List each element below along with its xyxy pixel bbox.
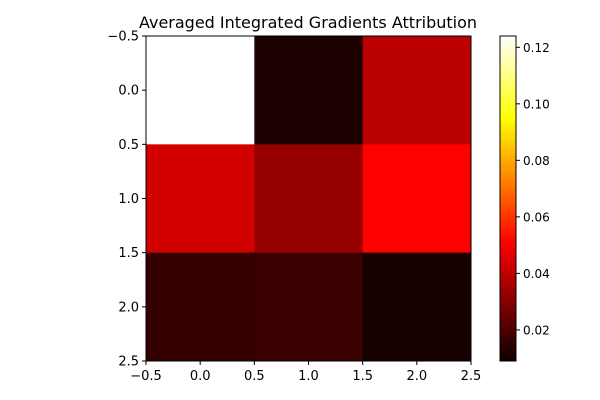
heatmap-cell	[146, 36, 255, 145]
y-axis: −0.5 0.0 0.5 1.0 1.5 2.0 2.5	[107, 30, 146, 370]
x-tick-label: 2.5	[461, 369, 482, 384]
heatmap-cell	[146, 144, 255, 254]
heatmap-cell	[254, 144, 364, 254]
colorbar-tick-label: 0.12	[523, 41, 550, 55]
heatmap-cell	[362, 144, 472, 254]
heatmap-cell	[362, 252, 472, 362]
chart-title: Averaged Integrated Gradients Attributio…	[139, 13, 477, 32]
colorbar-tick-label: 0.04	[523, 267, 550, 281]
colorbar-tick-label: 0.02	[523, 323, 550, 337]
y-tick-label: 2.5	[118, 355, 139, 370]
x-tick-label: 2.0	[406, 369, 427, 384]
y-tick-label: −0.5	[107, 30, 139, 45]
colorbar-tick-label: 0.10	[523, 97, 550, 111]
y-tick-label: 1.0	[118, 192, 139, 207]
colorbar	[499, 35, 517, 362]
heatmap-cell	[254, 252, 364, 362]
y-tick-label: 2.0	[118, 300, 139, 315]
colorbar-tick-label: 0.08	[523, 154, 550, 168]
y-tick-label: 0.5	[118, 138, 139, 153]
x-tick-label: 1.0	[298, 369, 319, 384]
heatmap-cell	[254, 36, 364, 145]
colorbar-tick-label: 0.06	[523, 210, 550, 224]
x-tick-label: 1.5	[352, 369, 373, 384]
x-tick-label: 0.0	[190, 369, 211, 384]
y-tick-label: 0.0	[118, 84, 139, 99]
x-tick-label: −0.5	[130, 369, 162, 384]
heatmap-cell	[362, 36, 472, 145]
colorbar-axis: 0.02 0.04 0.06 0.08 0.10 0.12	[516, 41, 550, 337]
x-axis: −0.5 0.0 0.5 1.0 1.5 2.0 2.5	[130, 361, 481, 384]
x-tick-label: 0.5	[244, 369, 265, 384]
heatmap-cell	[146, 252, 255, 362]
heatmap-cells	[146, 36, 472, 362]
y-tick-label: 1.5	[118, 246, 139, 261]
